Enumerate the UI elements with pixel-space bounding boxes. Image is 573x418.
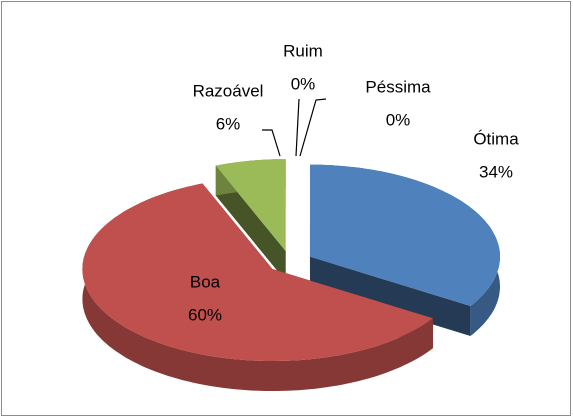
slice-wall — [215, 165, 286, 282]
leader-lines — [262, 98, 327, 157]
leader-line — [262, 129, 281, 157]
slice-wall — [309, 256, 471, 336]
slice-value-label: 6% — [216, 114, 241, 133]
slice — [309, 164, 500, 336]
slice-top — [215, 159, 286, 252]
slice-value-label: 0% — [386, 110, 411, 129]
leader-line — [295, 98, 300, 157]
slice-label: Ótima — [473, 129, 519, 148]
slice-label: Péssima — [365, 77, 431, 96]
slice-value-label: 60% — [188, 305, 222, 324]
slice-label: Ruim — [283, 41, 323, 60]
slice — [215, 159, 286, 282]
slice-label: Razoável — [193, 81, 264, 100]
slice — [82, 183, 433, 391]
slice-top — [82, 183, 433, 361]
slice-label: Boa — [190, 272, 221, 291]
slice-value-label: 34% — [479, 162, 513, 181]
leader-line — [299, 98, 327, 157]
slice-value-label: 0% — [291, 74, 316, 93]
slice-top — [310, 164, 500, 306]
